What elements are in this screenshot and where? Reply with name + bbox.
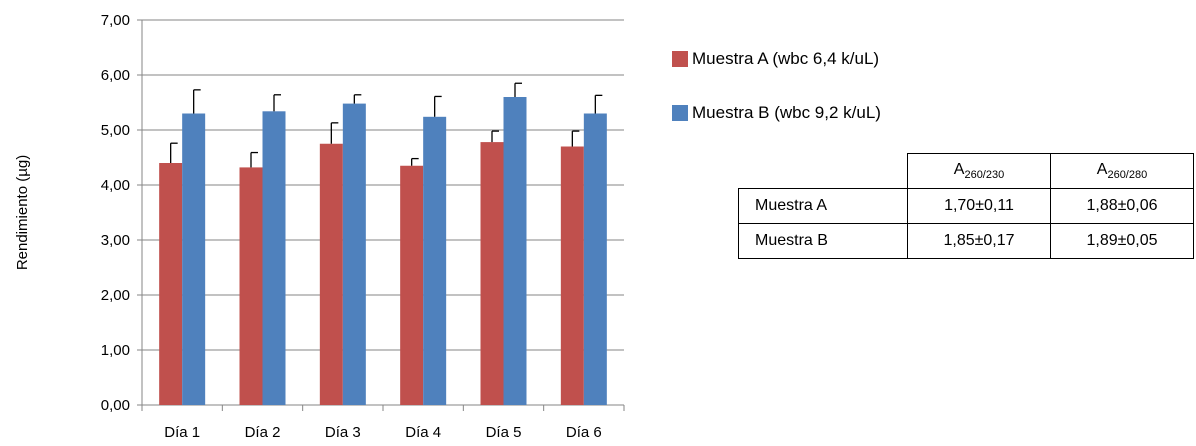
x-tick-label: Día 2 bbox=[245, 424, 281, 441]
bar-muestra-b bbox=[583, 113, 607, 405]
table-row: Muestra B 1,85±0,17 1,89±0,05 bbox=[738, 223, 1194, 259]
y-tick-label: 2,00 bbox=[101, 287, 130, 304]
header-a260-280: A260/280 bbox=[1050, 153, 1194, 189]
bar-muestra-a bbox=[319, 143, 343, 405]
x-tick-label: Día 3 bbox=[325, 424, 361, 441]
bar-muestra-b bbox=[262, 111, 286, 406]
bar-muestra-a bbox=[560, 146, 584, 405]
table-row: Muestra A 1,70±0,11 1,88±0,06 bbox=[738, 188, 1194, 224]
cell-b-260-230: 1,85±0,17 bbox=[907, 223, 1051, 259]
bar-muestra-a bbox=[159, 163, 183, 405]
x-tick-label: Día 6 bbox=[566, 424, 602, 441]
y-tick-label: 1,00 bbox=[101, 342, 130, 359]
bar-muestra-a bbox=[400, 165, 424, 405]
table-header-row: A260/230 A260/280 bbox=[738, 153, 1194, 189]
legend-item-muestra-b: Muestra B (wbc 9,2 k/uL) bbox=[672, 98, 881, 128]
x-tick-label: Día 1 bbox=[164, 424, 200, 441]
cell-a-260-230: 1,70±0,11 bbox=[907, 188, 1051, 224]
legend-item-muestra-a: Muestra A (wbc 6,4 k/uL) bbox=[672, 44, 881, 74]
y-tick-label: 4,00 bbox=[101, 177, 130, 194]
legend-label-muestra-b: Muestra B (wbc 9,2 k/uL) bbox=[692, 103, 881, 122]
x-tick-label: Día 5 bbox=[486, 424, 522, 441]
y-tick-label: 5,00 bbox=[101, 122, 130, 139]
table-corner-cell bbox=[738, 153, 908, 189]
bar-chart: 0,00 1,00 2,00 3,00 4,00 5,00 6,00 7,00 Día 1 Día… bbox=[14, 12, 625, 441]
bar-muestra-a bbox=[480, 142, 504, 405]
bar-muestra-b bbox=[182, 113, 206, 405]
row-label-muestra-b: Muestra B bbox=[738, 223, 908, 259]
legend-label-muestra-a: Muestra A (wbc 6,4 k/uL) bbox=[692, 49, 880, 68]
cell-a-260-280: 1,88±0,06 bbox=[1050, 188, 1194, 224]
bar-muestra-b bbox=[503, 97, 527, 405]
y-tick-label: 6,00 bbox=[101, 67, 130, 84]
y-tick-label: 7,00 bbox=[101, 12, 130, 29]
x-tick-label: Día 4 bbox=[405, 424, 441, 441]
y-tick-label: 0,00 bbox=[101, 397, 130, 414]
absorbance-table: A260/230 A260/280 Muestra A 1,70±0,11 1,… bbox=[738, 153, 1194, 259]
legend-swatch-muestra-a bbox=[672, 51, 688, 67]
chart-legend: Muestra A (wbc 6,4 k/uL) Muestra B (wbc … bbox=[672, 44, 881, 152]
y-axis-label: Rendimiento (µg) bbox=[14, 155, 31, 270]
row-label-muestra-a: Muestra A bbox=[738, 188, 908, 224]
cell-b-260-280: 1,89±0,05 bbox=[1050, 223, 1194, 259]
bar-muestra-b bbox=[423, 116, 447, 406]
header-a260-230: A260/230 bbox=[907, 153, 1051, 189]
y-tick-label: 3,00 bbox=[101, 232, 130, 249]
bar-muestra-b bbox=[342, 103, 366, 405]
legend-swatch-muestra-b bbox=[672, 105, 688, 121]
bar-muestra-a bbox=[239, 167, 263, 405]
